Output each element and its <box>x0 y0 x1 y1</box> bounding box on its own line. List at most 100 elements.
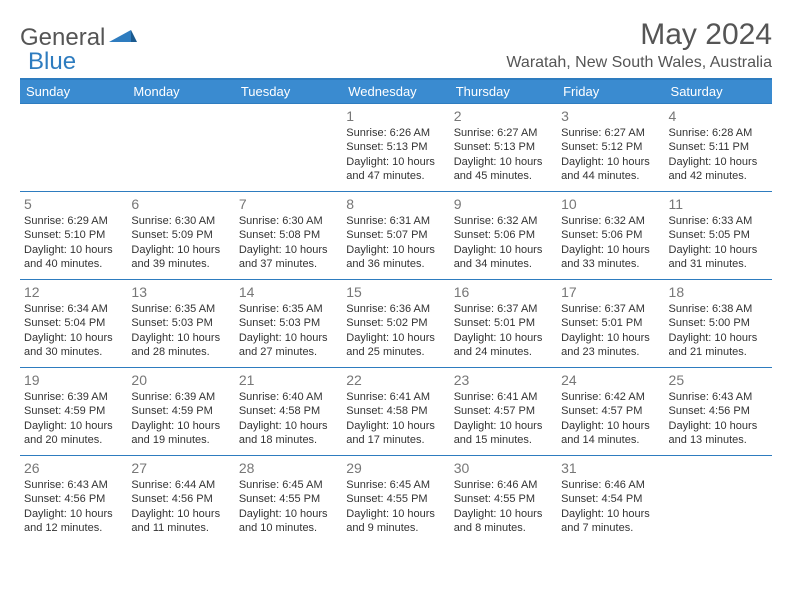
daylight-text-2: and 36 minutes. <box>346 257 445 271</box>
sunrise-text: Sunrise: 6:34 AM <box>24 302 123 316</box>
calendar-day: 6Sunrise: 6:30 AMSunset: 5:09 PMDaylight… <box>127 192 234 280</box>
sunset-text: Sunset: 4:58 PM <box>239 404 338 418</box>
daylight-text-2: and 21 minutes. <box>669 345 768 359</box>
weekday-row: SundayMondayTuesdayWednesdayThursdayFrid… <box>20 80 772 104</box>
sunrise-text: Sunrise: 6:46 AM <box>454 478 553 492</box>
sunset-text: Sunset: 4:59 PM <box>24 404 123 418</box>
sunset-text: Sunset: 4:56 PM <box>24 492 123 506</box>
daylight-text-2: and 42 minutes. <box>669 169 768 183</box>
day-number: 31 <box>561 459 660 477</box>
weekday-header: Monday <box>127 80 234 104</box>
daylight-text-2: and 11 minutes. <box>131 521 230 535</box>
daylight-text: Daylight: 10 hours <box>561 155 660 169</box>
daylight-text: Daylight: 10 hours <box>669 243 768 257</box>
calendar-day: 30Sunrise: 6:46 AMSunset: 4:55 PMDayligh… <box>450 456 557 544</box>
sunset-text: Sunset: 4:55 PM <box>239 492 338 506</box>
sunset-text: Sunset: 5:13 PM <box>454 140 553 154</box>
sunset-text: Sunset: 4:58 PM <box>346 404 445 418</box>
weekday-header: Saturday <box>665 80 772 104</box>
calendar-day: 16Sunrise: 6:37 AMSunset: 5:01 PMDayligh… <box>450 280 557 368</box>
sunset-text: Sunset: 5:12 PM <box>561 140 660 154</box>
daylight-text: Daylight: 10 hours <box>24 507 123 521</box>
day-number: 4 <box>669 107 768 125</box>
daylight-text-2: and 20 minutes. <box>24 433 123 447</box>
month-title: May 2024 <box>506 18 772 52</box>
calendar-body: 1Sunrise: 6:26 AMSunset: 5:13 PMDaylight… <box>20 104 772 544</box>
calendar-day: 4Sunrise: 6:28 AMSunset: 5:11 PMDaylight… <box>665 104 772 192</box>
sunset-text: Sunset: 4:54 PM <box>561 492 660 506</box>
sunset-text: Sunset: 5:03 PM <box>239 316 338 330</box>
calendar-day: 1Sunrise: 6:26 AMSunset: 5:13 PMDaylight… <box>342 104 449 192</box>
sunset-text: Sunset: 5:04 PM <box>24 316 123 330</box>
daylight-text: Daylight: 10 hours <box>24 331 123 345</box>
sunset-text: Sunset: 5:00 PM <box>669 316 768 330</box>
sunrise-text: Sunrise: 6:32 AM <box>454 214 553 228</box>
sunrise-text: Sunrise: 6:41 AM <box>454 390 553 404</box>
daylight-text: Daylight: 10 hours <box>346 243 445 257</box>
day-number: 25 <box>669 371 768 389</box>
sunrise-text: Sunrise: 6:41 AM <box>346 390 445 404</box>
sunrise-text: Sunrise: 6:27 AM <box>561 126 660 140</box>
day-number: 14 <box>239 283 338 301</box>
daylight-text-2: and 13 minutes. <box>669 433 768 447</box>
daylight-text-2: and 30 minutes. <box>24 345 123 359</box>
daylight-text: Daylight: 10 hours <box>454 507 553 521</box>
daylight-text: Daylight: 10 hours <box>131 243 230 257</box>
day-number: 21 <box>239 371 338 389</box>
calendar-day: 18Sunrise: 6:38 AMSunset: 5:00 PMDayligh… <box>665 280 772 368</box>
calendar-day: 3Sunrise: 6:27 AMSunset: 5:12 PMDaylight… <box>557 104 664 192</box>
sunrise-text: Sunrise: 6:27 AM <box>454 126 553 140</box>
day-number: 8 <box>346 195 445 213</box>
daylight-text: Daylight: 10 hours <box>239 331 338 345</box>
sunset-text: Sunset: 5:13 PM <box>346 140 445 154</box>
logo-blue-wrap: Blue <box>28 48 76 76</box>
calendar-day: 19Sunrise: 6:39 AMSunset: 4:59 PMDayligh… <box>20 368 127 456</box>
day-number: 10 <box>561 195 660 213</box>
calendar-day: 23Sunrise: 6:41 AMSunset: 4:57 PMDayligh… <box>450 368 557 456</box>
calendar-week: 5Sunrise: 6:29 AMSunset: 5:10 PMDaylight… <box>20 192 772 280</box>
day-number: 1 <box>346 107 445 125</box>
sunrise-text: Sunrise: 6:29 AM <box>24 214 123 228</box>
daylight-text: Daylight: 10 hours <box>561 331 660 345</box>
calendar-week: 26Sunrise: 6:43 AMSunset: 4:56 PMDayligh… <box>20 456 772 544</box>
daylight-text: Daylight: 10 hours <box>131 331 230 345</box>
daylight-text: Daylight: 10 hours <box>669 155 768 169</box>
daylight-text-2: and 40 minutes. <box>24 257 123 271</box>
day-number: 24 <box>561 371 660 389</box>
daylight-text: Daylight: 10 hours <box>346 419 445 433</box>
day-number: 3 <box>561 107 660 125</box>
daylight-text: Daylight: 10 hours <box>346 331 445 345</box>
daylight-text: Daylight: 10 hours <box>239 507 338 521</box>
calendar-day: 22Sunrise: 6:41 AMSunset: 4:58 PMDayligh… <box>342 368 449 456</box>
daylight-text-2: and 27 minutes. <box>239 345 338 359</box>
day-number: 28 <box>239 459 338 477</box>
daylight-text: Daylight: 10 hours <box>346 155 445 169</box>
day-number: 15 <box>346 283 445 301</box>
sunrise-text: Sunrise: 6:37 AM <box>561 302 660 316</box>
day-number: 5 <box>24 195 123 213</box>
day-number: 12 <box>24 283 123 301</box>
sunrise-text: Sunrise: 6:39 AM <box>24 390 123 404</box>
title-block: May 2024 Waratah, New South Wales, Austr… <box>506 18 772 72</box>
calendar-day: 29Sunrise: 6:45 AMSunset: 4:55 PMDayligh… <box>342 456 449 544</box>
daylight-text-2: and 19 minutes. <box>131 433 230 447</box>
sunset-text: Sunset: 4:57 PM <box>454 404 553 418</box>
weekday-header: Thursday <box>450 80 557 104</box>
calendar-day: 9Sunrise: 6:32 AMSunset: 5:06 PMDaylight… <box>450 192 557 280</box>
sunset-text: Sunset: 5:11 PM <box>669 140 768 154</box>
daylight-text: Daylight: 10 hours <box>669 419 768 433</box>
calendar-day: 7Sunrise: 6:30 AMSunset: 5:08 PMDaylight… <box>235 192 342 280</box>
calendar-day: 24Sunrise: 6:42 AMSunset: 4:57 PMDayligh… <box>557 368 664 456</box>
day-number: 26 <box>24 459 123 477</box>
daylight-text-2: and 18 minutes. <box>239 433 338 447</box>
day-number: 13 <box>131 283 230 301</box>
sunset-text: Sunset: 5:02 PM <box>346 316 445 330</box>
daylight-text-2: and 8 minutes. <box>454 521 553 535</box>
sunrise-text: Sunrise: 6:28 AM <box>669 126 768 140</box>
sunset-text: Sunset: 5:08 PM <box>239 228 338 242</box>
daylight-text-2: and 47 minutes. <box>346 169 445 183</box>
sunrise-text: Sunrise: 6:38 AM <box>669 302 768 316</box>
daylight-text-2: and 25 minutes. <box>346 345 445 359</box>
daylight-text-2: and 37 minutes. <box>239 257 338 271</box>
daylight-text: Daylight: 10 hours <box>24 419 123 433</box>
